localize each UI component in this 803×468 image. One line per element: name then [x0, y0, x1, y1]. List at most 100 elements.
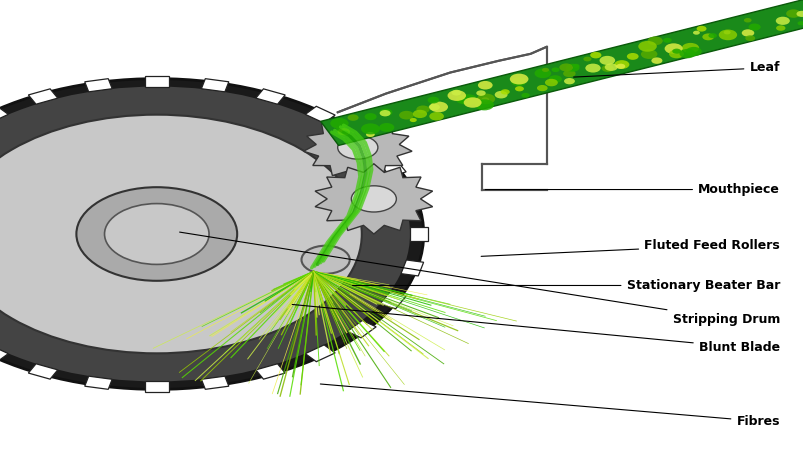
Circle shape: [447, 90, 466, 101]
Circle shape: [398, 111, 414, 119]
Polygon shape: [145, 381, 169, 392]
Circle shape: [604, 63, 617, 71]
Circle shape: [459, 94, 477, 105]
Circle shape: [361, 124, 380, 134]
Polygon shape: [0, 345, 8, 362]
Circle shape: [476, 94, 495, 104]
Circle shape: [615, 64, 625, 69]
Circle shape: [613, 60, 629, 69]
Circle shape: [534, 68, 551, 78]
Circle shape: [481, 97, 488, 102]
Circle shape: [685, 47, 701, 56]
Circle shape: [351, 186, 396, 212]
Circle shape: [330, 118, 349, 129]
Circle shape: [671, 49, 680, 54]
Polygon shape: [337, 47, 546, 190]
Polygon shape: [145, 76, 169, 87]
Polygon shape: [347, 321, 376, 338]
Polygon shape: [410, 227, 427, 241]
Circle shape: [785, 9, 800, 18]
Circle shape: [775, 17, 789, 25]
Circle shape: [379, 110, 390, 117]
Polygon shape: [201, 376, 229, 389]
Circle shape: [341, 131, 349, 135]
Circle shape: [347, 114, 358, 121]
Circle shape: [743, 18, 751, 22]
Polygon shape: [305, 106, 335, 123]
Circle shape: [410, 118, 416, 122]
Polygon shape: [315, 164, 432, 234]
Circle shape: [626, 53, 638, 60]
Circle shape: [76, 187, 237, 281]
Polygon shape: [320, 0, 803, 146]
Circle shape: [364, 113, 376, 120]
Polygon shape: [401, 260, 423, 276]
Circle shape: [646, 37, 662, 45]
Circle shape: [640, 49, 657, 59]
Circle shape: [723, 30, 730, 34]
Circle shape: [544, 79, 557, 86]
Circle shape: [707, 33, 716, 38]
Circle shape: [536, 85, 547, 91]
Circle shape: [0, 79, 423, 389]
Circle shape: [379, 109, 392, 116]
Polygon shape: [303, 117, 412, 179]
Polygon shape: [84, 376, 112, 389]
Text: Blunt Blade: Blunt Blade: [291, 305, 779, 354]
Text: Fibres: Fibres: [320, 384, 779, 428]
Text: Mouthpiece: Mouthpiece: [484, 183, 779, 196]
Circle shape: [589, 52, 601, 58]
Circle shape: [548, 75, 561, 83]
Polygon shape: [379, 292, 406, 309]
Circle shape: [104, 204, 209, 264]
Polygon shape: [28, 364, 58, 379]
Circle shape: [0, 115, 361, 353]
Circle shape: [585, 64, 600, 73]
Text: Fluted Feed Rollers: Fluted Feed Rollers: [480, 239, 779, 256]
Circle shape: [337, 128, 349, 135]
Circle shape: [679, 49, 695, 58]
Circle shape: [601, 65, 613, 72]
Circle shape: [664, 44, 682, 54]
Polygon shape: [347, 130, 376, 147]
Text: Stationary Beater Bar: Stationary Beater Bar: [352, 279, 779, 292]
Circle shape: [741, 29, 753, 37]
Text: Leaf: Leaf: [573, 61, 779, 77]
Circle shape: [475, 99, 493, 110]
Polygon shape: [28, 89, 58, 104]
Circle shape: [681, 43, 699, 53]
Circle shape: [695, 26, 706, 32]
Circle shape: [638, 41, 656, 52]
Circle shape: [521, 93, 529, 98]
Polygon shape: [379, 159, 406, 176]
Circle shape: [337, 136, 377, 159]
Circle shape: [455, 95, 471, 104]
Circle shape: [797, 21, 803, 25]
Circle shape: [451, 90, 461, 95]
Circle shape: [365, 132, 374, 137]
Circle shape: [494, 91, 507, 98]
Circle shape: [511, 77, 526, 86]
Polygon shape: [0, 106, 8, 123]
Circle shape: [429, 102, 447, 112]
Circle shape: [565, 64, 579, 72]
Circle shape: [379, 123, 393, 132]
Polygon shape: [201, 79, 229, 92]
Circle shape: [718, 29, 736, 40]
Circle shape: [650, 58, 662, 64]
Circle shape: [477, 81, 492, 89]
Circle shape: [692, 31, 699, 35]
Circle shape: [559, 64, 573, 72]
Circle shape: [301, 246, 349, 274]
Circle shape: [509, 73, 528, 85]
Circle shape: [583, 57, 591, 61]
Circle shape: [796, 11, 803, 17]
Circle shape: [427, 97, 438, 103]
Circle shape: [515, 86, 524, 91]
Circle shape: [564, 78, 574, 84]
Polygon shape: [401, 192, 423, 208]
Circle shape: [429, 112, 443, 121]
Circle shape: [748, 23, 760, 30]
Circle shape: [744, 35, 754, 41]
Circle shape: [541, 68, 548, 72]
